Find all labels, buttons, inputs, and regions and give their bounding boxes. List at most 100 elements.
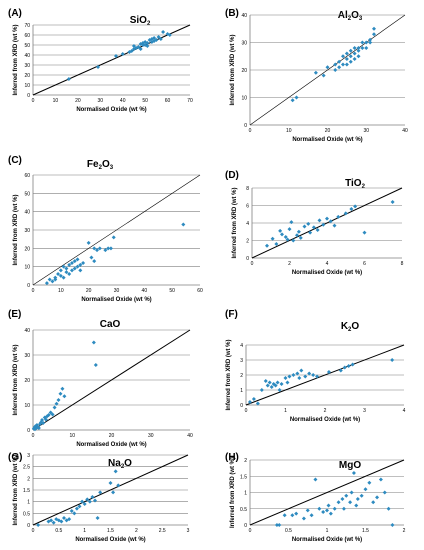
data-point: [274, 523, 279, 527]
panel-label: (B): [225, 8, 239, 19]
data-point: [161, 30, 166, 34]
data-point: [278, 228, 283, 233]
y-tick-label: 0: [246, 256, 249, 262]
y-axis-label: Inferred from XRD (wt %): [230, 34, 236, 105]
data-point: [352, 46, 357, 50]
data-point: [352, 51, 357, 56]
data-point: [326, 370, 331, 374]
data-point: [36, 523, 41, 527]
x-tick-label: 10: [53, 98, 59, 104]
data-point: [53, 277, 58, 282]
data-point: [41, 421, 46, 425]
data-point: [72, 259, 77, 264]
data-point: [44, 281, 49, 286]
y-tick-label: 0: [240, 403, 243, 409]
data-point: [154, 38, 159, 42]
data-point: [62, 394, 67, 399]
x-tick-label: 20: [86, 288, 92, 294]
data-point: [348, 54, 353, 59]
data-point: [263, 379, 268, 383]
y-tick-label: 0: [244, 523, 247, 529]
data-point: [325, 216, 329, 221]
data-point: [274, 242, 279, 246]
data-point: [372, 26, 376, 31]
y-tick-label: 40: [24, 210, 30, 216]
y-axis-label: Inferred from XRD (wt %): [13, 344, 19, 415]
data-point: [93, 363, 98, 367]
x-tick-label: 0: [32, 528, 35, 534]
y-tick-label: 1.5: [240, 474, 247, 480]
data-point: [315, 228, 320, 232]
x-tick-label: 2: [403, 528, 406, 534]
y-tick-label: 0.5: [240, 507, 247, 513]
data-point: [113, 54, 118, 58]
data-point: [91, 340, 96, 345]
y-tick-label: 1: [240, 388, 243, 394]
panel-label: (F): [225, 309, 238, 320]
data-point: [382, 490, 387, 495]
data-point: [59, 519, 64, 524]
data-point: [343, 211, 348, 216]
data-point: [75, 257, 80, 262]
data-point: [344, 57, 349, 61]
data-point: [364, 40, 369, 45]
data-point: [296, 229, 301, 234]
y-tick-label: 30: [241, 41, 247, 47]
y-tick-label: 10: [24, 83, 30, 89]
x-tick-label: 10: [286, 128, 292, 134]
data-point: [106, 246, 111, 251]
data-point: [289, 220, 294, 225]
data-point: [337, 59, 342, 64]
data-point: [78, 262, 83, 267]
data-point: [309, 513, 314, 518]
data-point: [360, 46, 365, 50]
data-point: [108, 246, 113, 251]
data-point: [368, 40, 373, 45]
data-point: [51, 520, 56, 525]
x-tick-label: 1: [83, 528, 86, 534]
data-point: [313, 70, 318, 75]
data-point: [152, 36, 157, 40]
chart-title: Al2O3: [338, 10, 363, 22]
data-point: [295, 233, 299, 238]
data-point: [56, 398, 61, 402]
y-tick-label: 50: [24, 191, 30, 197]
y-tick-label: 0: [27, 428, 30, 434]
x-tick-label: 1: [284, 408, 287, 414]
x-axis-label: Normalised Oxide (wt %): [292, 137, 362, 143]
data-point: [386, 506, 391, 511]
data-point: [291, 373, 296, 377]
reference-line: [249, 459, 405, 526]
data-point: [341, 62, 345, 67]
data-point: [307, 371, 312, 376]
x-tick-label: 10: [69, 433, 75, 439]
data-point: [317, 506, 322, 511]
data-point: [325, 65, 330, 70]
y-axis-label: Inferred from XRD (wt %): [226, 339, 232, 410]
data-point: [290, 513, 295, 518]
data-point: [54, 401, 59, 406]
data-point: [344, 62, 349, 67]
data-point: [295, 371, 300, 376]
x-tick-label: 4: [326, 261, 329, 267]
x-tick-label: 0: [32, 433, 35, 439]
x-tick-label: 0.5: [55, 528, 62, 534]
data-point: [287, 374, 292, 379]
data-point: [269, 385, 274, 389]
data-point: [247, 400, 252, 404]
y-tick-label: 60: [24, 173, 30, 179]
chart-title: MgO: [339, 460, 361, 471]
data-point: [56, 272, 61, 276]
data-point: [98, 490, 103, 495]
y-tick-label: 8: [246, 186, 249, 192]
y-tick-label: 30: [24, 63, 30, 69]
data-point: [360, 40, 365, 45]
x-tick-label: 2: [288, 261, 291, 267]
x-tick-label: 8: [401, 261, 404, 267]
data-point: [306, 221, 311, 226]
data-point: [333, 62, 338, 67]
y-tick-label: 2: [246, 239, 249, 245]
data-point: [158, 37, 163, 41]
data-point: [181, 222, 186, 227]
data-point: [375, 495, 380, 500]
